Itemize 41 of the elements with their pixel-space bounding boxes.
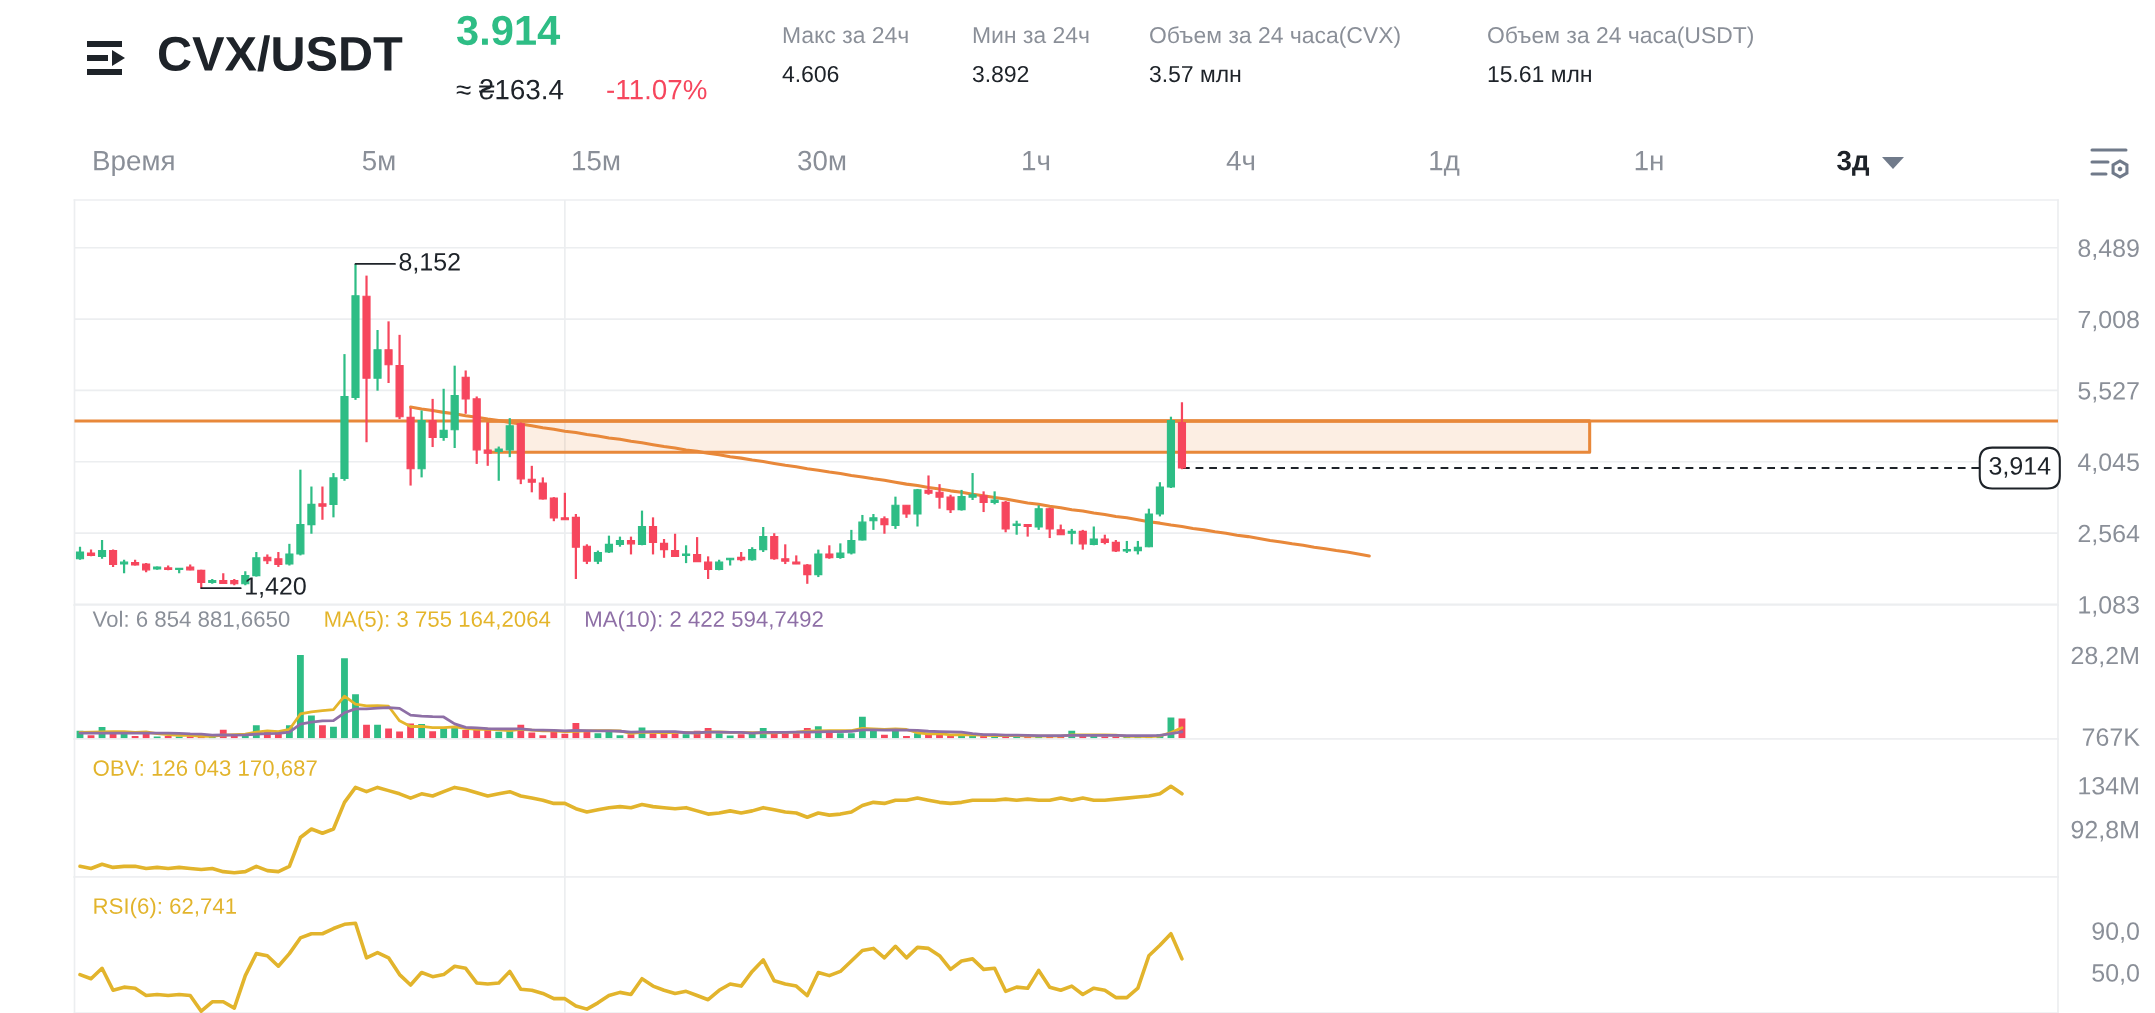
text: -11.07% [607, 79, 707, 100]
y-tick-label: 7,008 [2078, 310, 2139, 332]
text: 8,152 [399, 252, 460, 274]
y-tick-label: 28,2M [2071, 646, 2138, 668]
y-tick-label: 4,045 [2077, 453, 2139, 474]
series-label: RSI(6): 62,741 [94, 897, 236, 919]
text: 3д [1837, 150, 1870, 176]
y-tick-label: 8,489 [2078, 239, 2139, 260]
text: 1н [1635, 151, 1663, 171]
text: ≈ ₴163.4 [456, 78, 564, 100]
text: 3.892 [972, 65, 1029, 83]
y-tick-label: 767K [2082, 728, 2140, 747]
series-label: OBV: 126 043 170,687 [93, 760, 317, 779]
text: 15м [573, 151, 620, 171]
text: Мин за 24ч [973, 26, 1089, 44]
text: 1ч [1023, 151, 1050, 171]
text: 1д [1430, 151, 1460, 176]
text: 1,420 [246, 577, 306, 598]
text: Время [94, 151, 174, 176]
text: MA(5): 3 755 164,2064 [325, 610, 551, 632]
y-tick-label: 5,527 [2078, 381, 2139, 403]
text: Объем за 24 часа(CVX) [1150, 26, 1400, 48]
text: Объем за 24 часа(USDT) [1488, 26, 1753, 48]
text: 30м [798, 150, 846, 171]
text: 4ч [1226, 151, 1255, 171]
text: 3.914 [456, 15, 561, 46]
y-tick-label: 2,564 [2078, 524, 2140, 546]
text: Макс за 24ч [783, 26, 908, 44]
y-tick-label: 134M [2079, 776, 2138, 795]
ref-line-label: 3,914 [1989, 457, 2051, 478]
y-tick-label: 90,0 [2092, 922, 2139, 943]
y-tick-label: 92,8M [2071, 820, 2138, 842]
text: 5м [362, 151, 395, 171]
text: 3.57 млн [1149, 65, 1241, 83]
chart-title: Vol: 6 854 881,6650 [92, 610, 290, 630]
y-tick-label: 50,0 [2092, 964, 2139, 985]
text: CVX/USDT [159, 35, 403, 72]
text: MA(10): 2 422 594,7492 [586, 610, 823, 632]
y-tick-label: 1,083 [2079, 595, 2139, 617]
text: 15.61 млн [1488, 65, 1591, 83]
text: 4.606 [782, 65, 839, 83]
